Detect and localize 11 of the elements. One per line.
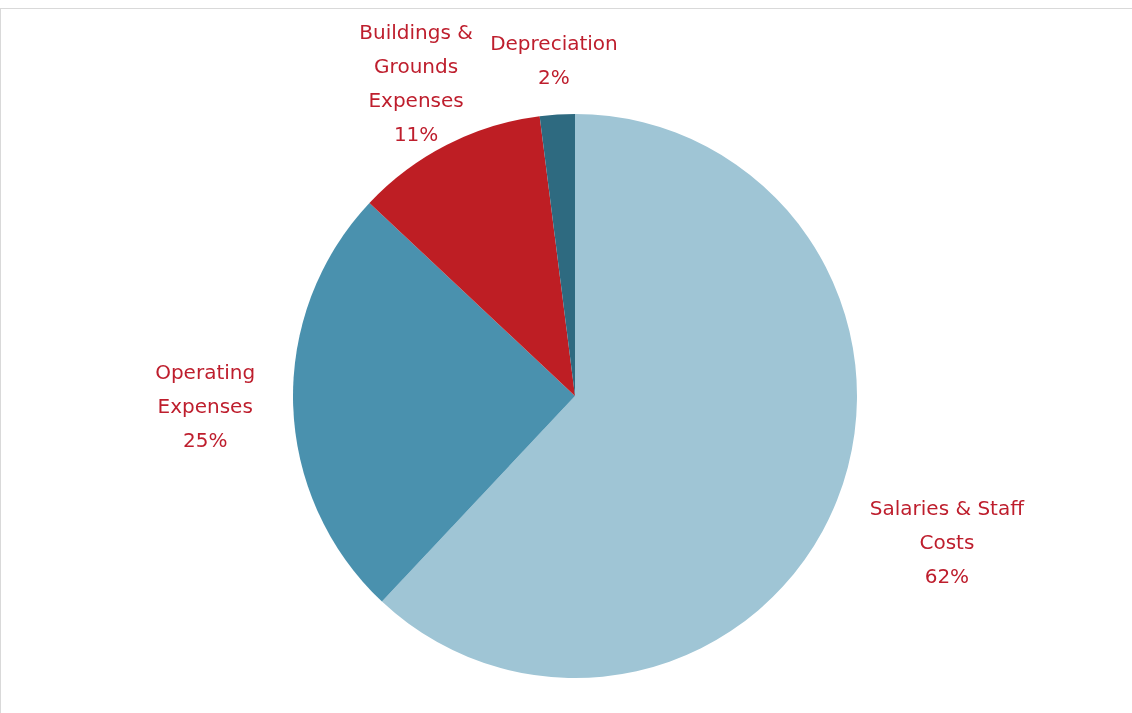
pie-slice (293, 202, 575, 602)
data-label: 11% (393, 121, 439, 146)
data-label: 2% (538, 65, 570, 90)
pie-slice (381, 114, 857, 678)
data-label: 62% (924, 563, 970, 588)
data-label: 25% (182, 428, 228, 453)
slice-label: Salaries & Staff Costs (869, 495, 1026, 554)
slice-label: Buildings & Grounds Expenses (359, 19, 473, 112)
slice-label: Operating Expenses (155, 360, 256, 419)
pie-slice (369, 116, 575, 396)
slice-label: Depreciation (490, 31, 618, 56)
